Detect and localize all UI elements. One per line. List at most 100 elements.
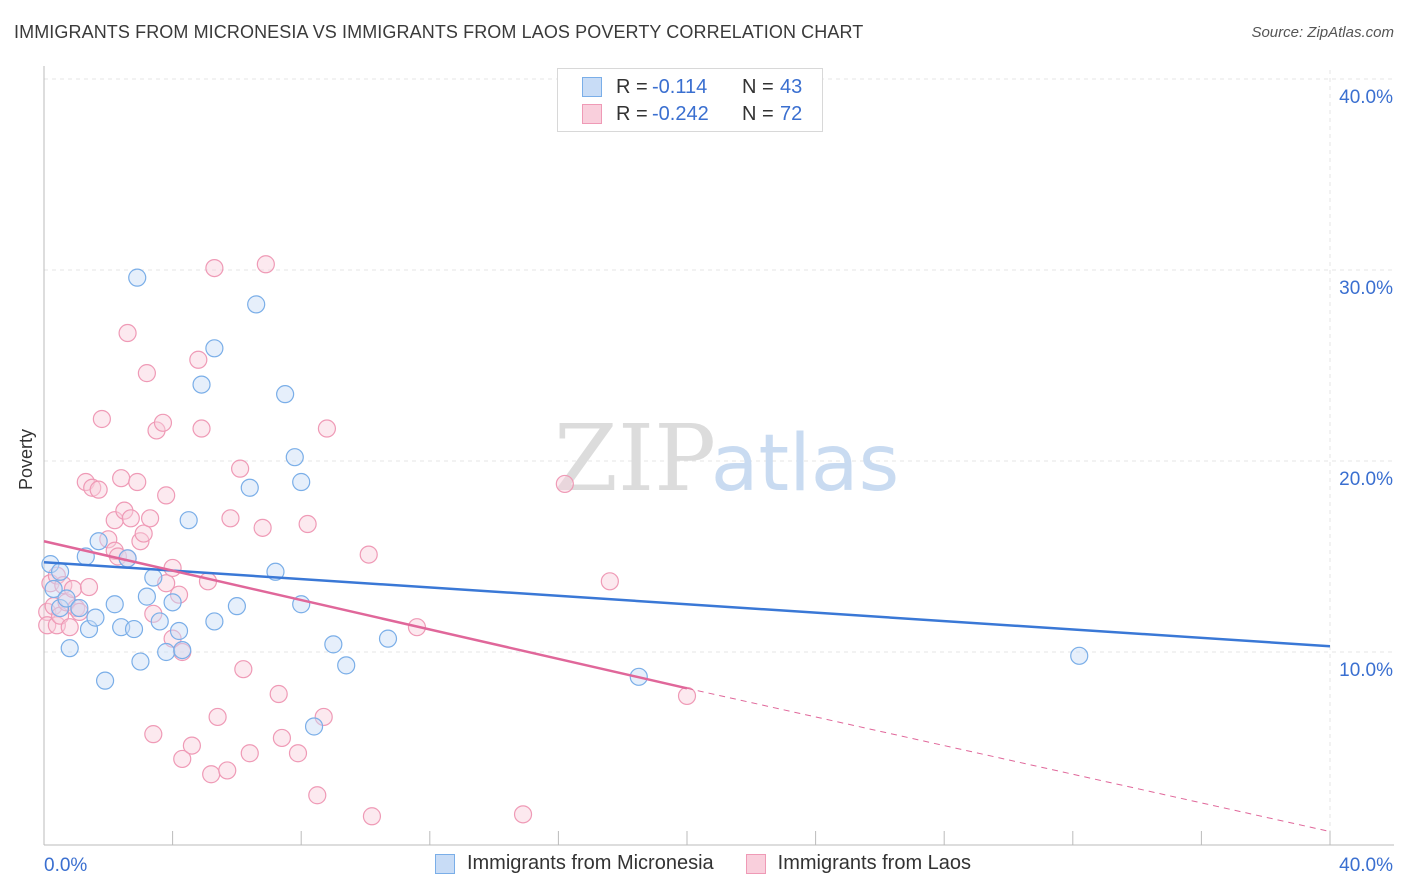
laos-point-50 xyxy=(218,761,237,780)
legend-label-micronesia: Immigrants from Micronesia xyxy=(466,852,714,874)
micronesia-point-34 xyxy=(285,448,304,467)
legend-n-label: N = xyxy=(742,102,774,125)
micronesia-point-22 xyxy=(163,593,182,612)
laos-point-7 xyxy=(54,576,73,595)
legend-r-value: -0.242 xyxy=(652,102,709,125)
laos-point-39 xyxy=(163,558,182,578)
micronesia-point-12 xyxy=(105,595,124,614)
micronesia-point-31 xyxy=(247,295,266,314)
legend-r-value: -0.114 xyxy=(652,75,708,98)
source-label: Source: ZipAtlas.com xyxy=(1251,24,1394,41)
legend-swatch-laos xyxy=(582,104,602,124)
legend-item-laos: Immigrants from Laos xyxy=(745,852,972,875)
laos-point-35 xyxy=(153,413,173,432)
micronesia-point-10 xyxy=(89,532,108,551)
micronesia-point-25 xyxy=(179,511,198,530)
laos-point-12 xyxy=(70,602,89,621)
legend-swatch-laos xyxy=(745,853,766,874)
laos-point-37 xyxy=(157,486,176,505)
laos-point-40 xyxy=(169,585,189,604)
laos-point-69 xyxy=(600,572,619,591)
micronesia-point-33 xyxy=(276,385,295,404)
y-tick-label-30: 30.0% xyxy=(1339,278,1393,299)
laos-point-1 xyxy=(38,616,57,635)
laos-point-34 xyxy=(147,421,166,440)
micronesia-point-8 xyxy=(79,619,99,639)
laos-point-53 xyxy=(234,660,253,679)
laos-point-61 xyxy=(308,786,327,805)
laos-point-54 xyxy=(240,744,259,763)
laos-point-23 xyxy=(115,501,134,520)
y-tick-label-20: 20.0% xyxy=(1339,469,1393,490)
laos-point-25 xyxy=(118,323,137,343)
laos-point-64 xyxy=(359,545,378,564)
micronesia-point-6 xyxy=(70,598,89,618)
laos-point-10 xyxy=(63,579,83,599)
micronesia-point-29 xyxy=(227,597,246,616)
micronesia-point-24 xyxy=(173,640,192,660)
chart-title: IMMIGRANTS FROM MICRONESIA VS IMMIGRANTS… xyxy=(14,22,864,42)
laos-point-14 xyxy=(79,577,99,597)
legend-n-value: 43 xyxy=(780,75,803,98)
legend-r-label: R = xyxy=(616,75,648,98)
micronesia-point-18 xyxy=(137,587,156,606)
laos-point-42 xyxy=(173,749,192,769)
watermark-atlas: atlas xyxy=(711,419,900,509)
laos-point-55 xyxy=(253,518,272,537)
legend-n-label: N = xyxy=(742,75,774,98)
laos-point-58 xyxy=(272,728,292,748)
correlation-legend: R = -0.114 N = 43 R = -0.242 N = 72 xyxy=(557,68,823,132)
laos-point-65 xyxy=(362,807,382,826)
laos-point-52 xyxy=(231,459,250,478)
laos-point-62 xyxy=(314,707,333,727)
laos-point-48 xyxy=(205,258,224,278)
micronesia-point-11 xyxy=(95,671,115,690)
series-laos-points xyxy=(38,255,697,826)
y-tick-label-10: 10.0% xyxy=(1339,660,1393,681)
micronesia-point-28 xyxy=(205,339,224,358)
micronesia-point-27 xyxy=(205,612,224,631)
laos-point-70 xyxy=(677,686,697,706)
tick-labels: 10.0% 20.0% 30.0% 40.0% 0.0% 40.0% xyxy=(44,87,1393,876)
laos-point-32 xyxy=(144,725,163,744)
micronesia-point-3 xyxy=(50,598,70,618)
trend-lines xyxy=(43,540,1331,833)
watermark-zip: ZIP xyxy=(554,405,716,512)
laos-point-57 xyxy=(269,684,288,704)
legend-swatch-micronesia xyxy=(434,853,455,874)
laos-point-29 xyxy=(134,524,153,543)
laos-point-44 xyxy=(189,350,208,369)
legend-r-label: R = xyxy=(616,102,648,125)
micronesia-point-20 xyxy=(150,612,169,631)
micronesia-point-37 xyxy=(304,717,324,736)
laos-point-47 xyxy=(202,765,221,784)
legend-n-value: 72 xyxy=(780,102,803,125)
laos-point-63 xyxy=(317,419,337,438)
micronesia-point-38 xyxy=(324,635,343,654)
micronesia-point-5 xyxy=(60,639,79,658)
micronesia-point-39 xyxy=(337,656,356,675)
laos-point-67 xyxy=(513,805,533,824)
micronesia-point-21 xyxy=(157,642,176,662)
legend-label-laos: Immigrants from Laos xyxy=(777,852,972,874)
x-tick-label-40: 40.0% xyxy=(1339,855,1393,876)
laos-point-15 xyxy=(83,478,102,497)
micronesia-point-4 xyxy=(57,589,76,608)
laos-point-49 xyxy=(208,707,227,727)
watermark: ZIP atlas xyxy=(554,405,899,512)
laos-point-68 xyxy=(555,474,574,494)
x-tick-label-0: 0.0% xyxy=(44,855,87,876)
laos-point-31 xyxy=(140,509,160,528)
legend-item-micronesia: Immigrants from Micronesia xyxy=(434,852,714,875)
micronesia-point-42 xyxy=(1070,646,1089,665)
trend-line-laos xyxy=(43,540,688,690)
y-axis-label: Poverty xyxy=(16,428,36,490)
laos-point-45 xyxy=(192,419,211,438)
laos-point-43 xyxy=(182,736,201,755)
axes xyxy=(43,66,1394,846)
laos-point-59 xyxy=(288,744,308,763)
series-legend: Immigrants from Micronesia Immigrants fr… xyxy=(0,852,1406,875)
y-tick-label-40: 40.0% xyxy=(1339,87,1393,108)
laos-point-60 xyxy=(298,514,317,534)
laos-point-30 xyxy=(137,364,156,383)
